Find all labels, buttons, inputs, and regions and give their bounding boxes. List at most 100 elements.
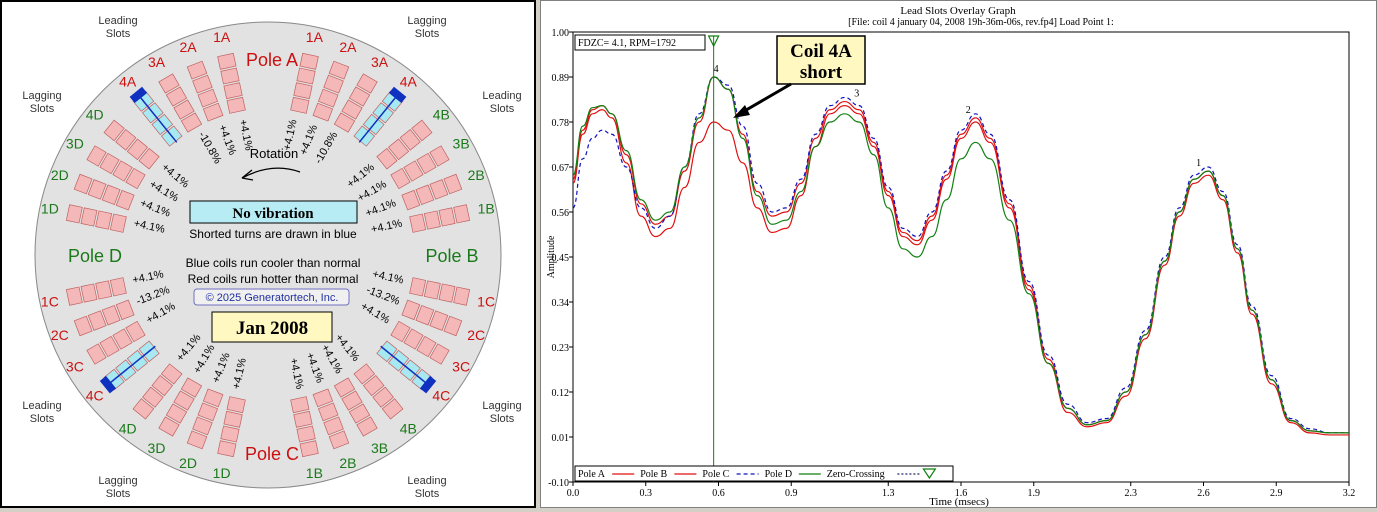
x-tick-label: 3.2	[1343, 488, 1356, 499]
x-tick-label: 0.0	[567, 488, 580, 499]
rotation-arrow	[241, 167, 301, 179]
coil-label: 2A	[180, 39, 198, 55]
coil-segment	[416, 152, 437, 175]
coil-rect	[223, 82, 243, 100]
coil-label: 3C	[452, 359, 470, 375]
coil-segment	[415, 184, 435, 206]
coil-label: 3D	[66, 136, 84, 152]
info-box	[574, 34, 706, 51]
coil-rect	[443, 173, 463, 195]
coil-rect	[356, 416, 378, 437]
slot-group-lower-left: Leading Slots	[22, 400, 61, 425]
coil-segment	[165, 403, 188, 424]
coil-rect	[95, 210, 113, 230]
coil-segment	[429, 310, 449, 331]
coil-rect	[132, 398, 155, 420]
coil-rect	[348, 86, 371, 107]
short-bar-rect	[99, 375, 117, 394]
short-bar-rect	[129, 86, 148, 104]
coil-rect	[217, 52, 237, 70]
coil-rect	[438, 283, 456, 303]
coil-label: 4B	[400, 420, 417, 436]
coil-segment	[109, 277, 127, 297]
coil-rect	[438, 207, 456, 227]
coil-segment	[356, 416, 378, 437]
coil-segment	[95, 210, 113, 230]
coil-rect	[125, 167, 146, 190]
coil-segment	[423, 280, 441, 300]
coil-rect	[409, 277, 427, 297]
y-tick-label: 0.23	[552, 343, 570, 354]
coil-segment	[99, 335, 120, 358]
coil-rect	[180, 377, 203, 398]
coil-segment	[429, 179, 449, 200]
marks-layer: 4 3 2 1	[707, 35, 1201, 482]
coil-label: 4C	[432, 387, 450, 403]
slot-group-top-right: Lagging Slots	[407, 15, 446, 40]
coil-segment	[399, 129, 421, 151]
coil-rect	[197, 88, 219, 108]
coil-rect	[165, 403, 188, 424]
coil-rect	[296, 67, 316, 85]
series-layer	[572, 76, 1349, 436]
coil-segment	[220, 425, 240, 443]
coil-rect	[109, 277, 127, 297]
coil-label: 1B	[306, 465, 323, 481]
slot-group-upper-right: Leading Slots	[482, 90, 521, 115]
slot-group-bottom-right: Leading Slots	[407, 475, 446, 500]
coil-rect	[353, 363, 376, 385]
short-outline	[380, 345, 429, 386]
coil-label: 4B	[433, 107, 450, 123]
coil-segment	[353, 363, 376, 385]
coil-rect	[293, 82, 313, 100]
coil-label: 1B	[478, 201, 495, 217]
coil-rect	[390, 320, 411, 343]
coil-label: 2D	[51, 167, 69, 183]
coil-rect	[453, 204, 471, 224]
coil-segment	[453, 204, 471, 224]
coil-rect	[415, 184, 435, 206]
y-tick-label: 0.89	[552, 73, 570, 84]
coil-label: 3B	[453, 136, 470, 152]
annotation-line-1: Coil 4A	[790, 41, 852, 62]
coil-segment	[186, 430, 208, 450]
short-bar-rect	[388, 86, 407, 104]
coil-segment	[415, 304, 435, 326]
coil-rect	[126, 138, 149, 161]
coil-segment	[317, 88, 339, 108]
coil-label: 2D	[179, 455, 197, 471]
coil-rect	[290, 96, 310, 114]
coil-segment	[223, 82, 243, 100]
legend-line-2: Red coils run hotter than normal	[188, 272, 359, 286]
coil-rect	[65, 204, 83, 224]
coil-rect	[381, 398, 404, 420]
coil-rect	[80, 283, 98, 303]
coil-segment	[438, 207, 456, 227]
coil-segment	[112, 328, 133, 350]
coil-rect	[415, 304, 435, 326]
coil-segment	[416, 335, 437, 358]
coil-rect	[160, 363, 183, 385]
peak-label: 3	[854, 89, 859, 100]
coil-segment	[341, 390, 363, 411]
short-outline	[358, 94, 399, 143]
x-tick-label: 0.9	[785, 488, 798, 499]
coil-segment	[409, 213, 427, 233]
coil-rect	[165, 86, 188, 107]
rotor-diagram-panel: 1A 2A 3A 4A 4D 3D 2D 1D +4.1% +4.1% -10.8% +4.1% +4.…	[0, 0, 536, 508]
x-tick-label: 1.6	[955, 488, 968, 499]
coil-rect	[99, 152, 120, 175]
coil-rect	[151, 374, 174, 397]
coil-segment	[372, 386, 394, 408]
coil-rect	[429, 145, 450, 167]
coil-segment	[202, 102, 224, 122]
coil-rect	[403, 160, 424, 182]
coil-segment	[348, 86, 371, 107]
coil-rect	[99, 335, 120, 358]
plot-area	[572, 31, 1350, 483]
coil-segment	[341, 99, 363, 120]
coil-rect	[112, 160, 133, 182]
coil-rect	[65, 286, 83, 306]
coil-rect	[86, 343, 107, 365]
y-tick-label: 0.01	[552, 433, 570, 444]
